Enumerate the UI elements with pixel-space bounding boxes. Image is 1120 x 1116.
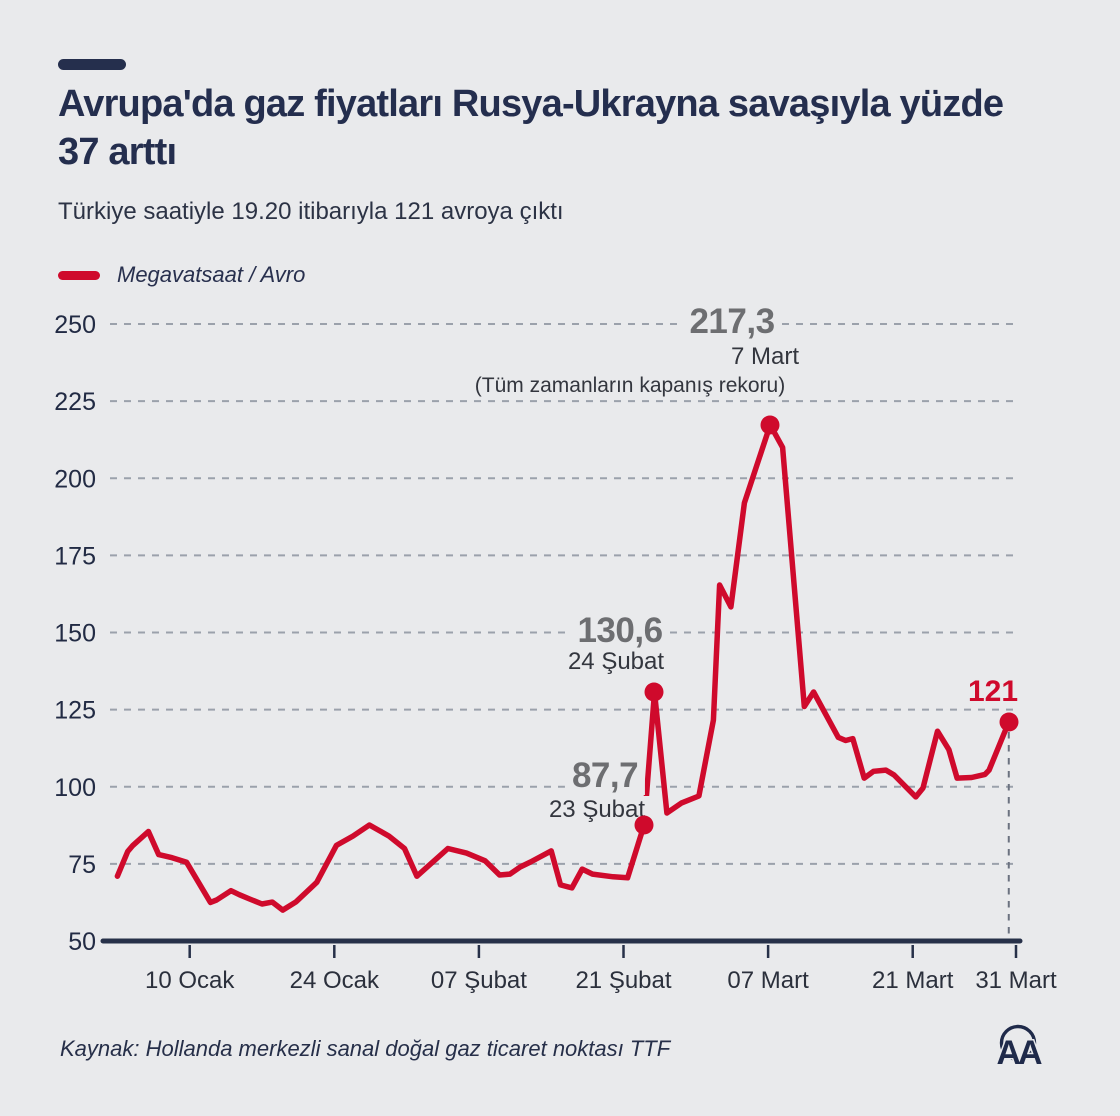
title-accent-dash	[58, 59, 126, 70]
annotation-peak-note: (Tüm zamanların kapanış rekoru)	[467, 373, 793, 398]
aa-agency-logo: AA	[995, 1024, 1046, 1074]
page-title: Avrupa'da gaz fiyatları Rusya-Ukrayna sa…	[58, 83, 1004, 173]
y-tick-label-125: 125	[54, 697, 96, 725]
annotation-feb24-value: 130,6	[570, 612, 670, 650]
x-tick-label: 24 Ocak	[290, 967, 380, 994]
aa-logo-letters: AA	[996, 1034, 1042, 1072]
marker-dot-31-mart	[999, 712, 1019, 732]
marker-dot-7-mart	[760, 415, 780, 435]
price-line	[114, 422, 1012, 913]
annotation-peak-value: 217,3	[682, 303, 782, 341]
y-tick-label-75: 75	[68, 851, 96, 879]
y-tick-label-100: 100	[54, 774, 96, 802]
y-tick-label-250: 250	[54, 311, 96, 339]
y-tick-label-225: 225	[54, 388, 96, 416]
x-tick-label: 31 Mart	[975, 967, 1057, 994]
y-tick-label-150: 150	[54, 620, 96, 648]
source-note: Kaynak: Hollanda merkezli sanal doğal ga…	[60, 1036, 671, 1061]
annotation-last-value: 121	[960, 677, 1026, 707]
annotation-feb24-date: 24 Şubat	[560, 648, 672, 675]
marker-dot-23-şubat	[634, 815, 654, 835]
x-tick-label: 07 Mart	[727, 967, 809, 994]
annotation-feb23-value: 87,7	[564, 757, 646, 795]
legend: Megavatsaat / Avro	[58, 262, 305, 288]
x-tick-label: 10 Ocak	[145, 967, 235, 994]
x-tick-label: 21 Şubat	[575, 967, 671, 994]
annotation-feb23-date: 23 Şubat	[541, 796, 653, 823]
marker-dot-24-şubat	[644, 682, 664, 702]
y-tick-label-50: 50	[68, 928, 96, 956]
page-subtitle: Türkiye saatiyle 19.20 itibarıyla 121 av…	[58, 198, 564, 225]
y-tick-label-175: 175	[54, 542, 96, 570]
legend-label: Megavatsaat / Avro	[117, 262, 306, 287]
legend-line-swatch	[58, 270, 100, 280]
y-tick-label-200: 200	[54, 465, 96, 493]
annotation-peak-date: 7 Mart	[723, 343, 807, 370]
x-tick-label: 21 Mart	[872, 967, 954, 994]
x-tick-label: 07 Şubat	[431, 967, 527, 994]
